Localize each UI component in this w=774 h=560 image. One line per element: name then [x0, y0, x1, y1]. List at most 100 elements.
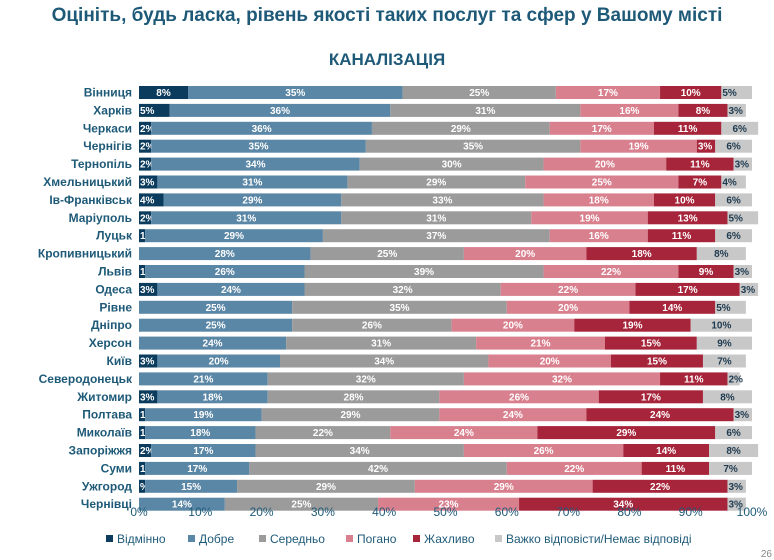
- bar-segment: [580, 103, 679, 117]
- bar-segment: [310, 247, 464, 261]
- bar-segment: [139, 229, 146, 243]
- category-label: Львів: [98, 265, 132, 279]
- x-tick-label: 30%: [311, 505, 335, 519]
- data-label: 25%: [377, 249, 397, 260]
- data-label: 4%: [722, 178, 737, 189]
- category-label: Суми: [101, 461, 132, 475]
- x-tick-label: 20%: [250, 505, 274, 519]
- data-label: 10%: [711, 321, 731, 332]
- legend-label: Відмінно: [117, 532, 166, 546]
- data-label: 22%: [650, 482, 670, 493]
- page-number: 26: [760, 549, 772, 560]
- x-tick-label: 10%: [188, 505, 212, 519]
- data-label: 25%: [206, 303, 226, 314]
- data-label: 32%: [393, 285, 413, 296]
- bar-segment: [733, 408, 752, 422]
- bar-segment: [414, 479, 593, 493]
- category-label: Ів-Франківськ: [49, 193, 133, 207]
- bar-segment: [151, 444, 256, 457]
- data-label: 8%: [696, 106, 711, 117]
- data-label: 19%: [629, 142, 649, 153]
- category-label: Луцьк: [96, 229, 133, 243]
- bar-segment: [666, 157, 734, 171]
- data-label: 33%: [432, 195, 452, 206]
- data-label: 25%: [469, 88, 489, 99]
- bar-segment: [390, 103, 581, 117]
- data-label: 25%: [206, 321, 226, 332]
- data-label: 17%: [598, 88, 618, 99]
- category-label: Хмельницький: [43, 175, 132, 189]
- bar-segment: [733, 265, 752, 278]
- bar-segment: [525, 175, 679, 189]
- bar-segment: [653, 193, 716, 207]
- bar-segment: [549, 229, 648, 243]
- bar-segment: [463, 247, 587, 261]
- data-label: 6%: [726, 428, 741, 439]
- bar-segment: [169, 103, 391, 117]
- legend-label: Погано: [357, 532, 397, 546]
- legend-label: Важко відповісти/Немає відповіді: [506, 532, 692, 546]
- data-label: 8%: [726, 446, 741, 457]
- data-label: 11%: [666, 464, 686, 475]
- bar-segment: [145, 479, 238, 493]
- data-label: 19%: [580, 213, 600, 224]
- bar-segment: [255, 426, 391, 440]
- data-label: 22%: [564, 464, 584, 475]
- bar-segment: [304, 265, 544, 278]
- data-label: 26%: [215, 267, 235, 278]
- bar-segment: [623, 444, 710, 457]
- data-label: 20%: [503, 321, 523, 332]
- bar-segment: [139, 247, 311, 261]
- category-label: Кропивницький: [38, 247, 132, 261]
- data-label: 3%: [735, 267, 750, 278]
- bar-segment: [402, 86, 556, 99]
- bar-segment: [715, 193, 752, 207]
- bar-segment: [157, 390, 268, 404]
- bar-segment: [696, 139, 716, 153]
- data-label: 2%: [140, 142, 155, 153]
- bar-segment: [371, 121, 550, 135]
- bar-segment: [629, 300, 716, 314]
- data-label: 3%: [735, 160, 750, 171]
- bar-segment: [163, 193, 342, 207]
- bar-segment: [574, 318, 691, 332]
- data-label: 5%: [716, 303, 731, 314]
- data-label: 29%: [616, 428, 636, 439]
- bar-segment: [549, 121, 654, 135]
- data-label: 6%: [726, 195, 741, 206]
- data-label: 2%: [140, 446, 155, 457]
- data-label: 6%: [726, 142, 741, 153]
- data-label: 35%: [390, 303, 410, 314]
- bar-segment: [347, 175, 526, 189]
- legend-label: Добре: [199, 532, 234, 546]
- data-label: 2%: [728, 374, 743, 385]
- x-tick-label: 0%: [130, 505, 148, 519]
- category-label: Запоріжжя: [69, 444, 132, 458]
- data-label: 10%: [675, 195, 695, 206]
- legend: Відмінно Добре Середньо Погано Жахливо Важко …: [106, 532, 692, 546]
- x-tick-label: 50%: [433, 505, 457, 519]
- data-label: 20%: [558, 303, 578, 314]
- data-label: 30%: [442, 160, 462, 171]
- bar-segment: [611, 354, 703, 368]
- legend-swatch: [495, 535, 502, 542]
- data-label: 11%: [690, 160, 710, 171]
- data-label: 20%: [595, 160, 615, 171]
- legend-swatch: [413, 535, 420, 542]
- bar-segment: [139, 86, 189, 99]
- data-label: 3%: [140, 357, 155, 368]
- data-label: 20%: [209, 357, 229, 368]
- bar-segment: [543, 157, 667, 171]
- bar-segment: [727, 372, 740, 386]
- bar-segment: [139, 354, 158, 368]
- bar-segment: [598, 390, 703, 404]
- category-labels-group: Вінниця Харків Черкаси Чернігів Тернопіль Хме…: [38, 86, 133, 512]
- data-label: 32%: [356, 374, 376, 385]
- data-label: 35%: [249, 142, 269, 153]
- bar-segment: [139, 461, 146, 475]
- bar-segment: [151, 157, 360, 171]
- category-label: Чернігів: [83, 139, 132, 153]
- bar-segment: [145, 426, 256, 440]
- data-label: 31%: [426, 213, 446, 224]
- bar-segment: [715, 229, 752, 243]
